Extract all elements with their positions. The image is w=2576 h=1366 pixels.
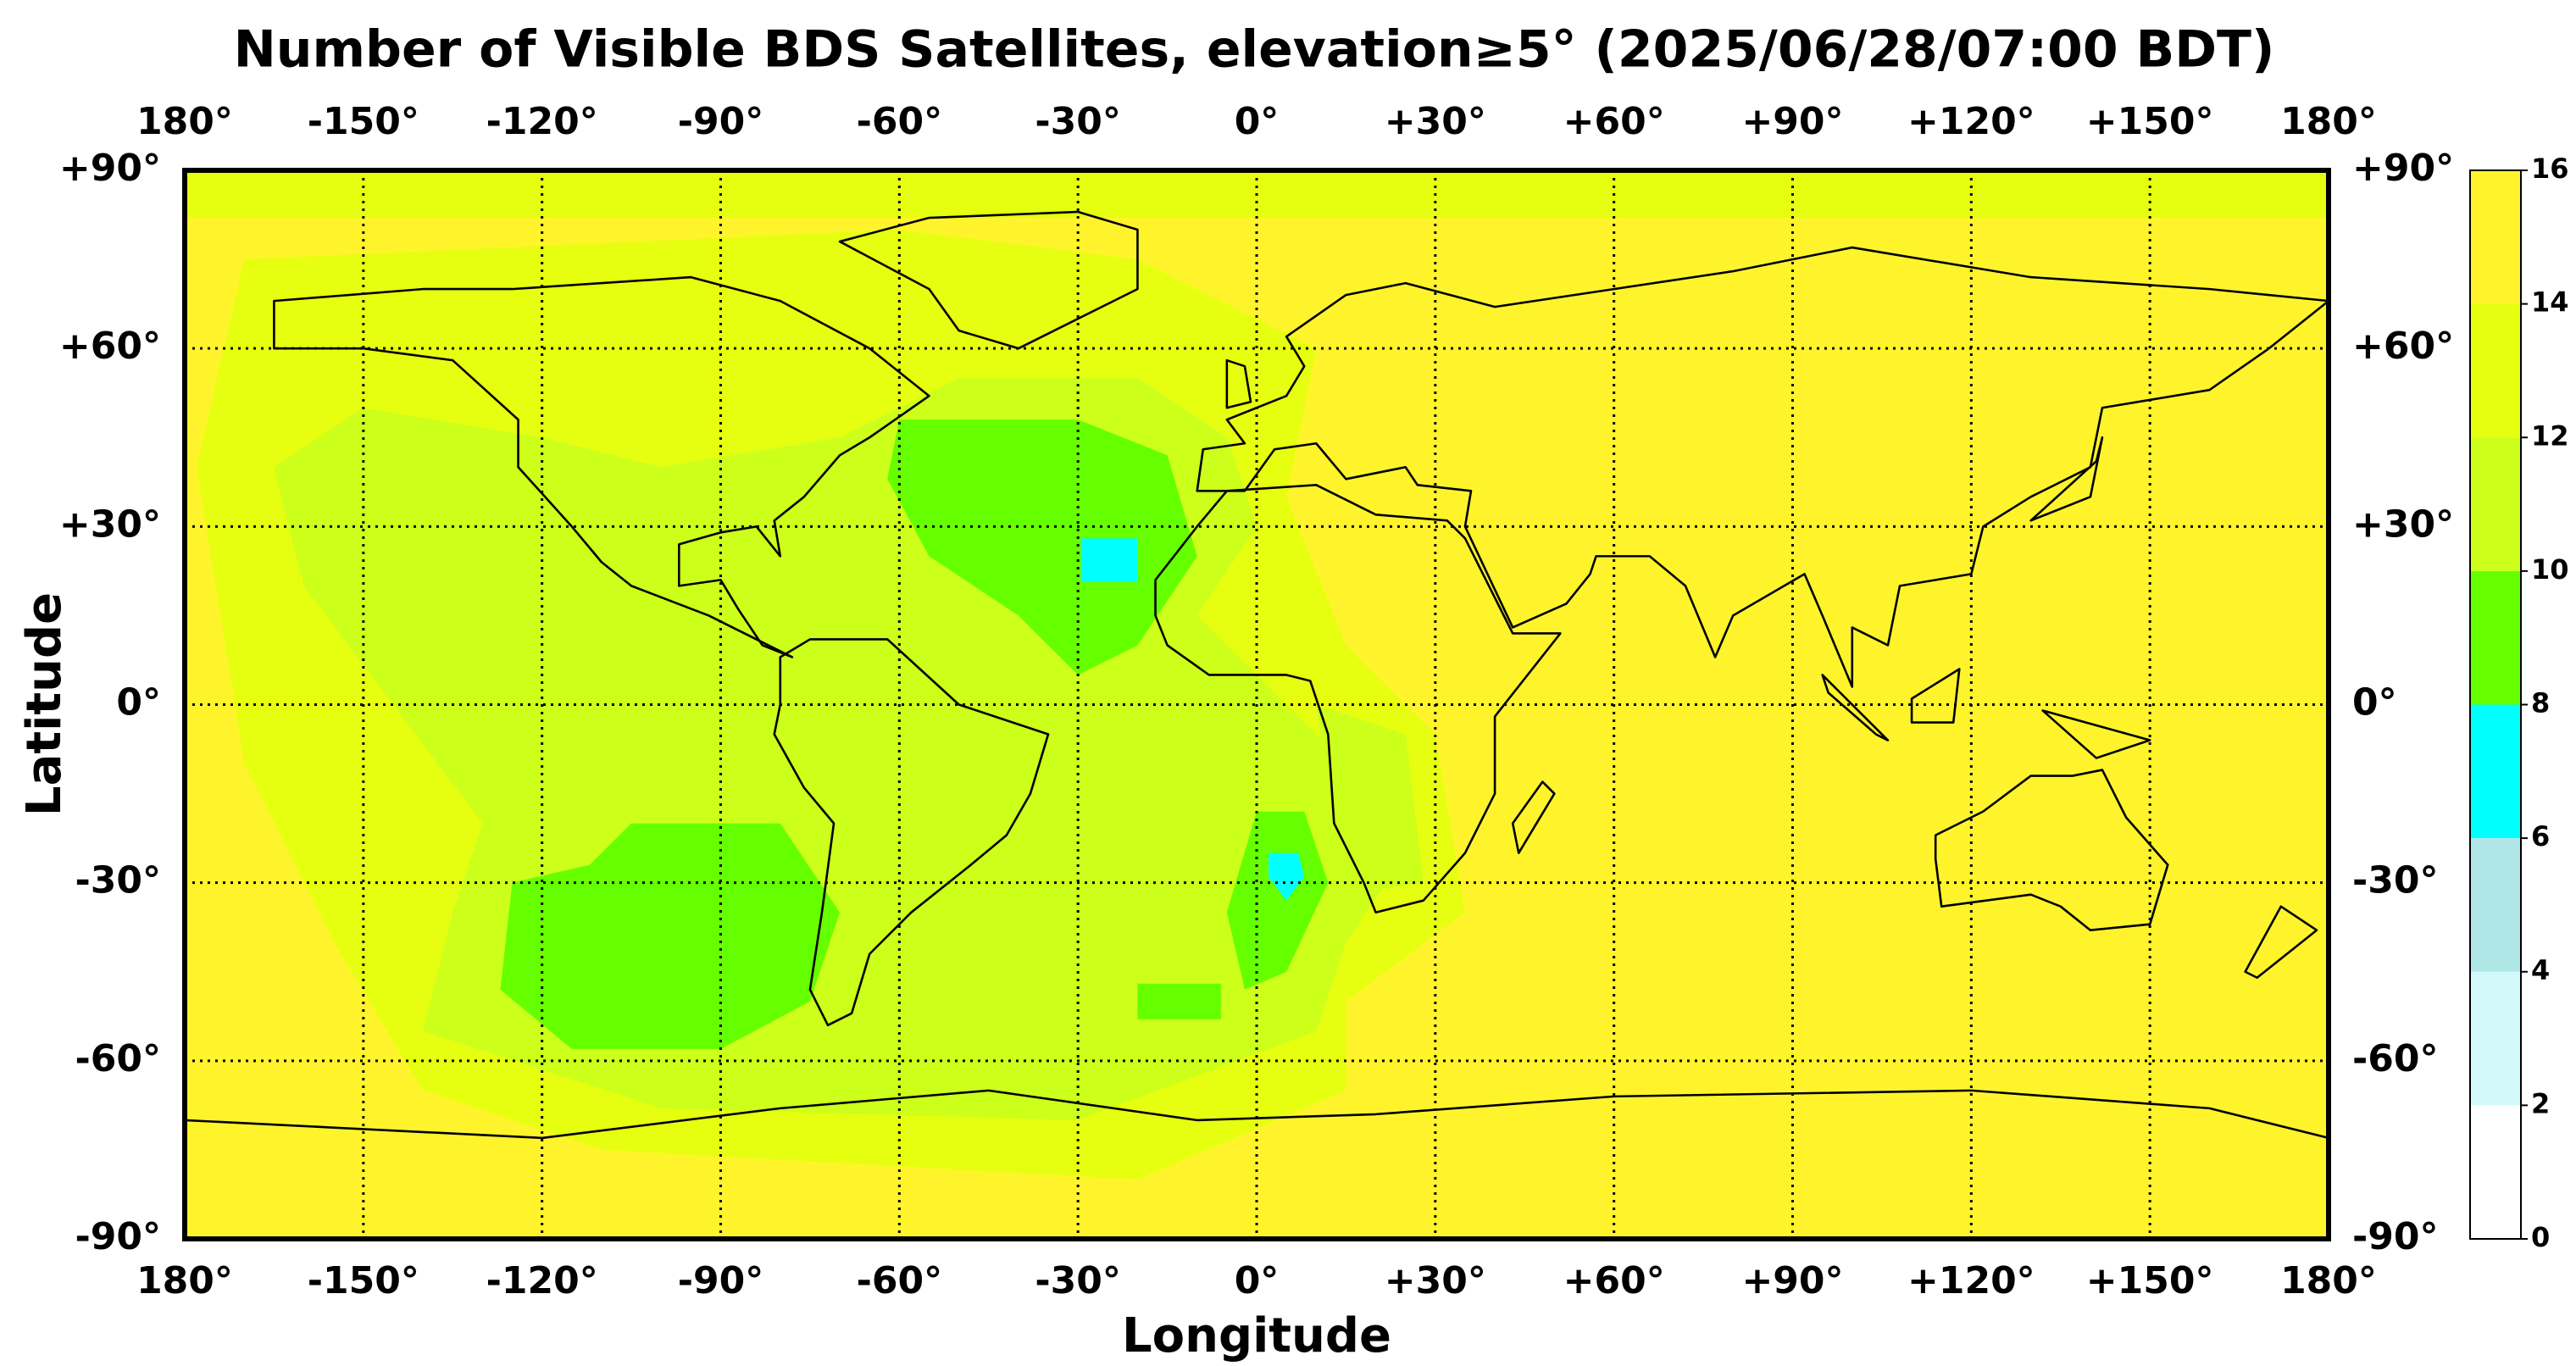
x-tick-label: 180°: [2280, 1259, 2377, 1302]
coastline: [2043, 711, 2151, 758]
y-tick-label: +30°: [59, 503, 161, 546]
colorbar: 0 2 4 6 8 10 12 14 16: [2469, 153, 2569, 1253]
colorbar-segment: [2470, 570, 2521, 705]
colorbar-tick-label: 6: [2531, 820, 2550, 852]
colorbar-tick-label: 2: [2531, 1087, 2550, 1119]
y-tick-label: -30°: [75, 859, 162, 902]
x-tick-label: +150°: [2086, 100, 2214, 143]
x-tick-label: 0°: [1235, 100, 1280, 143]
coastline: [1935, 770, 2168, 930]
x-tick-label: +120°: [1907, 1259, 2035, 1302]
colorbar-segment: [2470, 971, 2521, 1106]
coastline: [2031, 437, 2102, 520]
y-tick-label: +30°: [2352, 503, 2454, 546]
colorbar-segment: [2470, 437, 2521, 571]
x-tick-label: -150°: [308, 100, 419, 143]
colorbar-segment: [2470, 1105, 2521, 1239]
y-axis-label: Latitude: [17, 592, 72, 816]
x-tick-label: 0°: [1235, 1259, 1280, 1302]
field-region: [1080, 538, 1138, 582]
x-tick-label: -90°: [678, 1259, 764, 1302]
x-tick-label: -120°: [486, 100, 598, 143]
colorbar-tick-label: 16: [2531, 153, 2569, 185]
coastline: [274, 277, 929, 657]
coastline: [1912, 669, 1959, 722]
coastline: [774, 639, 1048, 1024]
y-tick-label: -90°: [2352, 1215, 2439, 1258]
y-tick-label: +60°: [2352, 325, 2454, 368]
map-frame: [182, 168, 2331, 1241]
coastline: [1227, 360, 1251, 408]
x-tick-label: +120°: [1907, 100, 2035, 143]
colorbar-tick-label: 0: [2531, 1221, 2550, 1253]
coastline: [1197, 247, 2329, 686]
field-region: [1316, 704, 1424, 895]
x-tick-label: +150°: [2086, 1259, 2214, 1302]
x-tick-label: 180°: [136, 1259, 233, 1302]
colorbar-tick-label: 14: [2531, 286, 2569, 319]
x-tick-label: +90°: [1741, 1259, 1843, 1302]
colorbar-tick-label: 8: [2531, 687, 2550, 719]
colorbar-tick-label: 12: [2531, 419, 2569, 452]
x-tick-label: +90°: [1741, 100, 1843, 143]
field-region: [887, 419, 1197, 675]
chart-title: Number of Visible BDS Satellites, elevat…: [234, 20, 2275, 80]
colorbar-tick-label: 10: [2531, 553, 2569, 586]
x-tick-label: -60°: [857, 100, 943, 143]
colorbar-segment: [2470, 303, 2521, 438]
y-tick-label: -60°: [75, 1037, 162, 1080]
y-tick-label: +60°: [59, 325, 161, 368]
field-region: [1137, 983, 1221, 1019]
field-region: [1226, 811, 1329, 990]
colorbar-tick-label: 4: [2531, 954, 2550, 986]
colorbar-segment: [2470, 838, 2521, 972]
x-axis-label: Longitude: [1122, 1308, 1391, 1363]
coastline: [1156, 485, 1561, 912]
y-tick-label: 0°: [2352, 681, 2397, 725]
x-tick-label: 180°: [136, 100, 233, 143]
coastline: [1823, 675, 1888, 740]
x-tick-label: 180°: [2280, 100, 2377, 143]
y-tick-label: 0°: [116, 681, 161, 725]
y-tick-label: -30°: [2352, 859, 2439, 902]
coastline: [2246, 907, 2317, 978]
x-tick-label: -120°: [486, 1259, 598, 1302]
x-tick-label: +30°: [1385, 1259, 1486, 1302]
colorbar-segment: [2470, 170, 2521, 304]
field-region: [1269, 852, 1305, 901]
x-tick-label: +30°: [1385, 100, 1486, 143]
x-tick-label: -60°: [857, 1259, 943, 1302]
field-region: [500, 823, 841, 1049]
y-tick-label: +90°: [2352, 147, 2454, 190]
x-tick-label: +60°: [1563, 1259, 1665, 1302]
x-tick-label: +60°: [1563, 100, 1665, 143]
x-tick-label: -90°: [678, 100, 764, 143]
coastline: [185, 1091, 2329, 1138]
coastlines: [185, 212, 2329, 1138]
colorbar-segment: [2470, 704, 2521, 839]
x-tick-label: -30°: [1035, 1259, 1121, 1302]
y-tick-label: -90°: [75, 1215, 162, 1258]
x-tick-label: -30°: [1035, 100, 1121, 143]
tick-labels: 180° 180° -150° -150° -120° -120° -90° -90° -60°…: [59, 100, 2454, 1302]
y-tick-label: -60°: [2352, 1037, 2439, 1080]
x-tick-label: -150°: [308, 1259, 419, 1302]
y-tick-label: +90°: [59, 147, 161, 190]
coastline: [1513, 782, 1554, 853]
